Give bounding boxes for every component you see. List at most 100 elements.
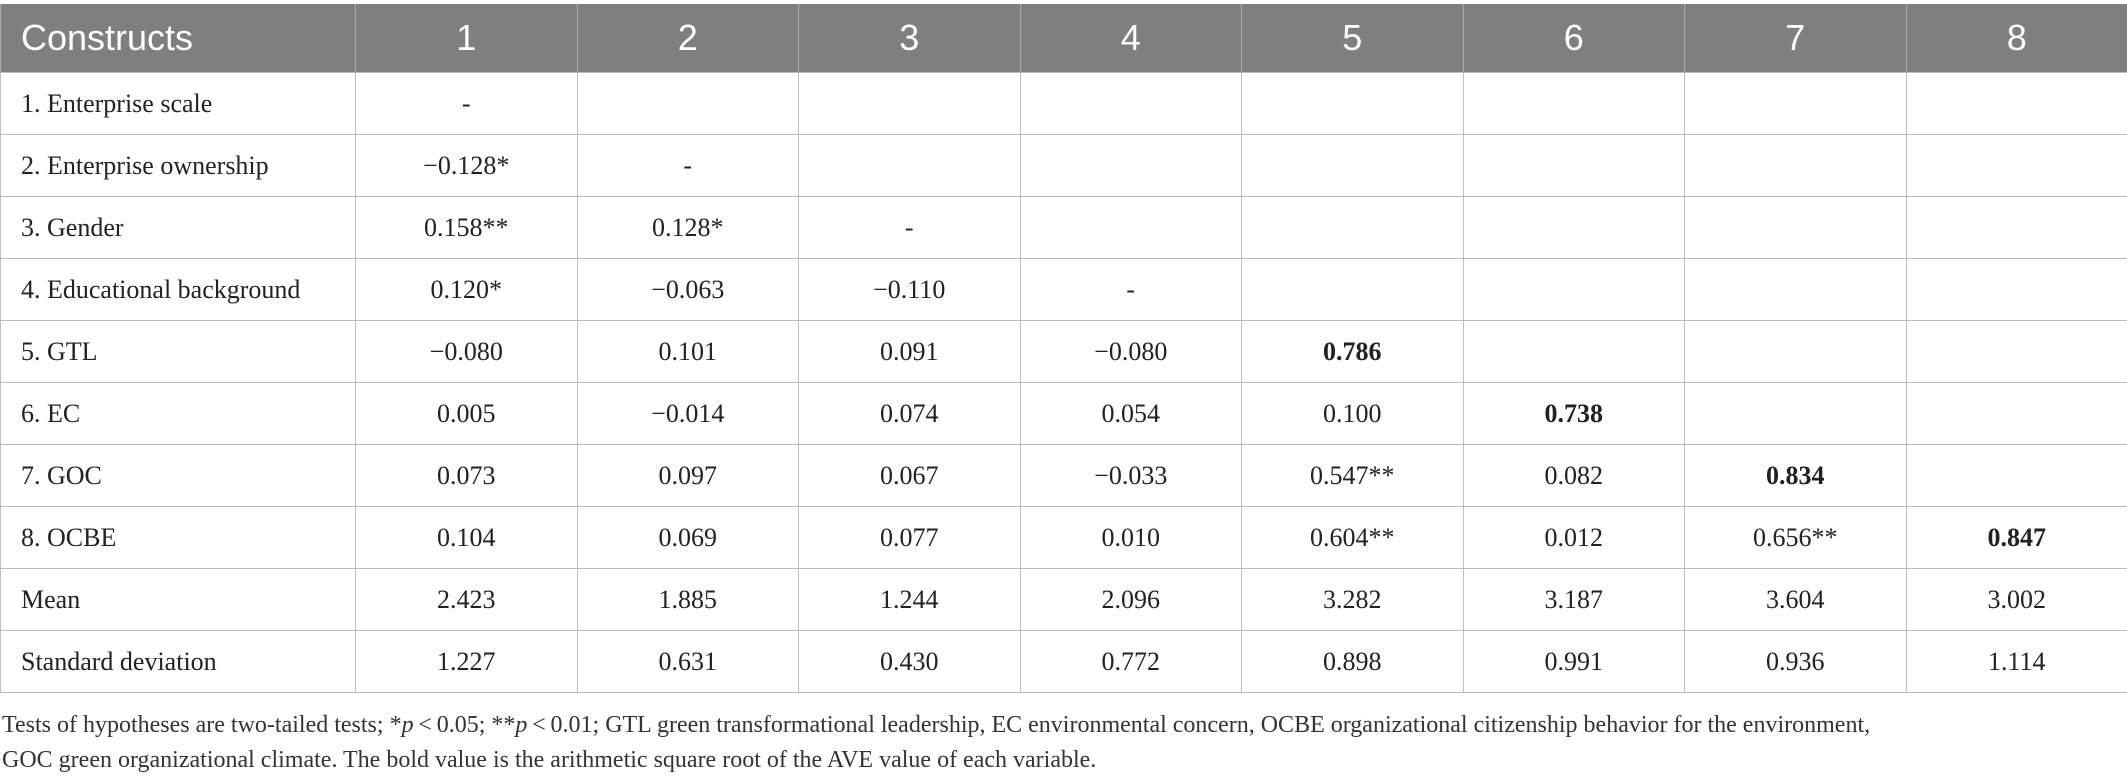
- table-cell: [798, 134, 1021, 197]
- column-header: 6: [1462, 4, 1685, 73]
- footnote-p-symbol: p: [515, 712, 528, 738]
- table-cell: [1684, 196, 1907, 259]
- table-cell: 1.885: [576, 568, 799, 631]
- table-cell: 0.082: [1462, 444, 1685, 507]
- table-cell-ave-root: 0.786: [1241, 320, 1464, 383]
- table-cell: [1241, 72, 1464, 135]
- table-cell: 3.187: [1462, 568, 1685, 631]
- table-cell: 3.002: [1905, 568, 2127, 631]
- table-cell: [576, 72, 799, 135]
- table-row: 7. GOC 0.073 0.097 0.067 −0.033 0.547** …: [0, 444, 2127, 507]
- row-label: 7. GOC: [0, 444, 356, 507]
- table-row: 2. Enterprise ownership −0.128* -: [0, 134, 2127, 197]
- table-cell: −0.128*: [355, 134, 578, 197]
- table-cell: 1.114: [1905, 630, 2127, 693]
- table-cell: [1905, 382, 2127, 445]
- table-cell-ave-root: 0.834: [1684, 444, 1907, 507]
- row-label: Mean: [0, 568, 356, 631]
- table-cell-ave-root: 0.738: [1462, 382, 1685, 445]
- table-cell: 0.128*: [576, 196, 799, 259]
- table-row: 3. Gender 0.158** 0.128* -: [0, 196, 2127, 259]
- table-cell: 0.158**: [355, 196, 578, 259]
- table-cell: −0.014: [576, 382, 799, 445]
- row-label: 5. GTL: [0, 320, 356, 383]
- table-row: 8. OCBE 0.104 0.069 0.077 0.010 0.604** …: [0, 506, 2127, 569]
- table-row: Mean 2.423 1.885 1.244 2.096 3.282 3.187…: [0, 568, 2127, 631]
- row-label: 4. Educational background: [0, 258, 356, 321]
- table-cell: [1905, 258, 2127, 321]
- table-cell: [1019, 196, 1242, 259]
- table-cell: [798, 72, 1021, 135]
- table-cell: [1905, 72, 2127, 135]
- table-cell: 0.069: [576, 506, 799, 569]
- table-cell: 2.096: [1019, 568, 1242, 631]
- column-header: 7: [1684, 4, 1907, 73]
- table-header-row: Constructs 1 2 3 4 5 6 7 8: [0, 4, 2127, 73]
- table-cell: [1684, 258, 1907, 321]
- column-header: 8: [1905, 4, 2127, 73]
- table-row: 5. GTL −0.080 0.101 0.091 −0.080 0.786: [0, 320, 2127, 383]
- table-cell: [1462, 258, 1685, 321]
- footnote-text: < 0.01; GTL green transformational leade…: [527, 712, 1871, 738]
- correlation-table: Constructs 1 2 3 4 5 6 7 8 1. Enterprise…: [0, 4, 2127, 693]
- table-cell: 0.012: [1462, 506, 1685, 569]
- table-cell-ave-root: 0.847: [1905, 506, 2127, 569]
- table-cell: 0.631: [576, 630, 799, 693]
- table-cell: [1905, 320, 2127, 383]
- table-cell: 0.097: [576, 444, 799, 507]
- table-cell: 0.073: [355, 444, 578, 507]
- table-cell: 0.120*: [355, 258, 578, 321]
- footnote-line-2: GOC green organizational climate. The bo…: [2, 747, 1097, 773]
- table-cell: -: [1019, 258, 1242, 321]
- column-header: 1: [355, 4, 578, 73]
- table-cell: [1241, 134, 1464, 197]
- row-label: 3. Gender: [0, 196, 356, 259]
- table-cell: 0.936: [1684, 630, 1907, 693]
- table-cell: 0.101: [576, 320, 799, 383]
- column-header: 2: [576, 4, 799, 73]
- table-cell: [1684, 72, 1907, 135]
- table-cell: 0.091: [798, 320, 1021, 383]
- table-cell: 0.604**: [1241, 506, 1464, 569]
- row-label: 6. EC: [0, 382, 356, 445]
- footnote-text: < 0.05; **: [413, 712, 516, 738]
- column-header: 4: [1019, 4, 1242, 73]
- table-row: 1. Enterprise scale -: [0, 72, 2127, 135]
- table-cell: 0.067: [798, 444, 1021, 507]
- table-row: Standard deviation 1.227 0.631 0.430 0.7…: [0, 630, 2127, 693]
- table-cell: −0.080: [355, 320, 578, 383]
- column-header: 5: [1241, 4, 1464, 73]
- table-cell: -: [798, 196, 1021, 259]
- table-cell: 0.100: [1241, 382, 1464, 445]
- table-cell: −0.080: [1019, 320, 1242, 383]
- table-footnote: Tests of hypotheses are two-tailed tests…: [2, 708, 2112, 778]
- table-cell: [1241, 196, 1464, 259]
- table-row: 4. Educational background 0.120* −0.063 …: [0, 258, 2127, 321]
- table-cell: [1462, 196, 1685, 259]
- table-row: 6. EC 0.005 −0.014 0.074 0.054 0.100 0.7…: [0, 382, 2127, 445]
- table-cell: 0.547**: [1241, 444, 1464, 507]
- table-cell: 0.991: [1462, 630, 1685, 693]
- table-cell: [1241, 258, 1464, 321]
- footnote-p-symbol: p: [401, 712, 414, 738]
- footnote-line-1: Tests of hypotheses are two-tailed tests…: [2, 708, 2112, 743]
- row-label: 2. Enterprise ownership: [0, 134, 356, 197]
- table-cell: −0.110: [798, 258, 1021, 321]
- table-cell: 3.604: [1684, 568, 1907, 631]
- table-cell: 0.010: [1019, 506, 1242, 569]
- table-cell: 0.772: [1019, 630, 1242, 693]
- table-cell: 0.077: [798, 506, 1021, 569]
- table-cell: 0.898: [1241, 630, 1464, 693]
- table-cell: [1684, 134, 1907, 197]
- table-cell: 0.430: [798, 630, 1021, 693]
- column-header-constructs: Constructs: [0, 4, 356, 73]
- table-cell: −0.063: [576, 258, 799, 321]
- table-cell: 0.074: [798, 382, 1021, 445]
- table-cell: [1462, 72, 1685, 135]
- table-cell: [1905, 196, 2127, 259]
- row-label: 1. Enterprise scale: [0, 72, 356, 135]
- table-cell: [1684, 382, 1907, 445]
- row-label: 8. OCBE: [0, 506, 356, 569]
- correlation-table-container: Constructs 1 2 3 4 5 6 7 8 1. Enterprise…: [0, 4, 2127, 693]
- table-cell: [1462, 134, 1685, 197]
